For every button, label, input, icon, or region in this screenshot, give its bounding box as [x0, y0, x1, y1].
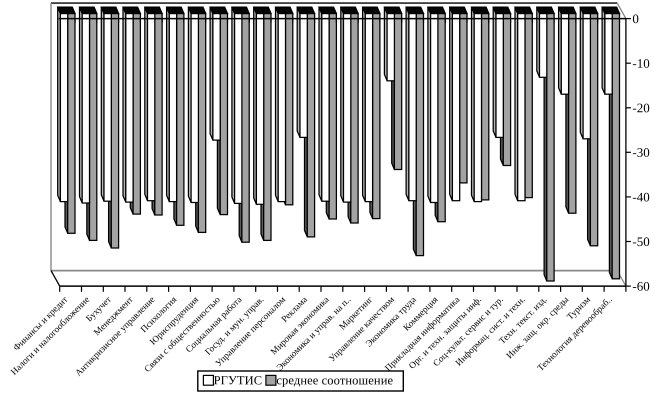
svg-text:-10: -10	[632, 56, 649, 71]
svg-text:-30: -30	[632, 145, 649, 160]
svg-text:-50: -50	[632, 234, 649, 249]
svg-text:среднее соотношение: среднее соотношение	[276, 373, 393, 387]
svg-text:0: 0	[632, 11, 639, 26]
svg-text:-20: -20	[632, 100, 649, 115]
svg-text:-40: -40	[632, 189, 649, 204]
svg-text:РГУТИС: РГУТИС	[214, 373, 263, 387]
svg-text:-60: -60	[632, 279, 649, 294]
